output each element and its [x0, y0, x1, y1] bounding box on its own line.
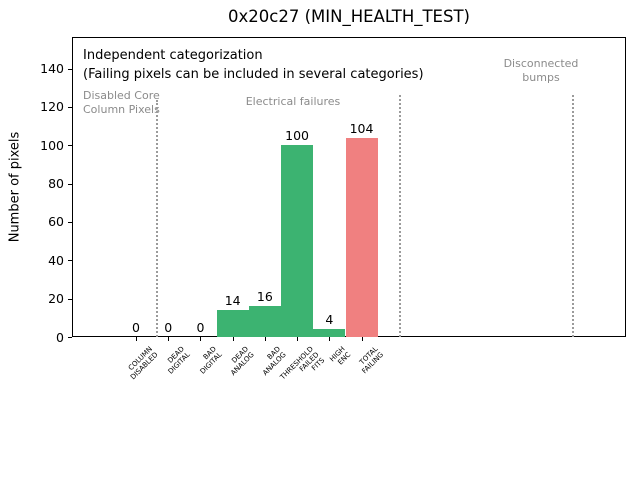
- x-tick-mark: [297, 337, 299, 341]
- bar-value-label: 104: [349, 120, 374, 136]
- y-tick-mark: [68, 299, 72, 300]
- bar: [345, 137, 378, 337]
- y-tick-label: 40: [48, 252, 64, 268]
- x-tick-label: HIGH ENC: [328, 345, 353, 367]
- y-tick-mark: [68, 260, 72, 261]
- bar-value-label: 0: [196, 320, 205, 335]
- bar: [281, 145, 314, 337]
- bar-value-label: 0: [164, 320, 173, 335]
- x-tick-label: TOTAL FAILING: [357, 345, 385, 376]
- y-tick-label: 60: [48, 214, 64, 230]
- bar: [313, 329, 346, 337]
- bar: [248, 306, 281, 337]
- x-tick-label: COLUMN DISABLED: [126, 345, 160, 382]
- y-tick-mark: [68, 184, 72, 185]
- separator-line: [399, 95, 401, 337]
- y-tick-label: 140: [40, 61, 64, 77]
- y-tick-mark: [68, 69, 72, 70]
- region-label-disabled-core-column-pixels: Disabled Core Column Pixels: [83, 89, 160, 116]
- y-tick-mark: [68, 222, 72, 223]
- x-tick-mark: [136, 337, 137, 341]
- annotation-note: Independent categorization (Failing pixe…: [83, 46, 424, 84]
- x-tick-label: BAD DIGITAL: [198, 345, 224, 376]
- x-tick-label: THRESHOLD FAILED FITS: [278, 345, 327, 382]
- annotation-note-line2: (Failing pixels can be included in sever…: [83, 67, 424, 82]
- x-tick-label: DEAD ANALOG: [229, 345, 256, 378]
- annotation-note-line1: Independent categorization: [83, 48, 263, 63]
- region-label-disconnected-bumps: Disconnected bumps: [503, 57, 579, 84]
- x-tick-mark: [232, 337, 234, 341]
- separator-line: [572, 95, 574, 337]
- x-tick-mark: [361, 337, 363, 341]
- x-tick-label: DEAD DIGITAL: [166, 345, 192, 376]
- y-tick-label: 0: [56, 329, 64, 345]
- chart-title: 0x20c27 (MIN_HEALTH_TEST): [228, 7, 470, 26]
- y-tick-label: 120: [40, 99, 64, 115]
- y-tick-mark: [68, 107, 72, 108]
- x-tick-mark: [329, 337, 331, 341]
- x-tick-mark: [264, 337, 266, 341]
- bar-value-label: 0: [132, 320, 140, 335]
- region-label-electrical-failures: Electrical failures: [245, 95, 341, 108]
- bar: [216, 310, 249, 337]
- y-tick-mark: [68, 337, 72, 338]
- bar-value-label: 16: [256, 289, 273, 305]
- y-tick-label: 20: [48, 291, 64, 307]
- y-tick-mark: [68, 145, 72, 146]
- y-tick-label: 100: [40, 137, 64, 153]
- y-tick-label: 80: [48, 176, 64, 192]
- bar-value-label: 100: [285, 128, 310, 144]
- bar-value-label: 4: [325, 312, 334, 328]
- x-tick-mark: [200, 337, 202, 341]
- bar-value-label: 14: [224, 293, 241, 309]
- separator-line: [156, 100, 158, 337]
- x-tick-mark: [168, 337, 170, 341]
